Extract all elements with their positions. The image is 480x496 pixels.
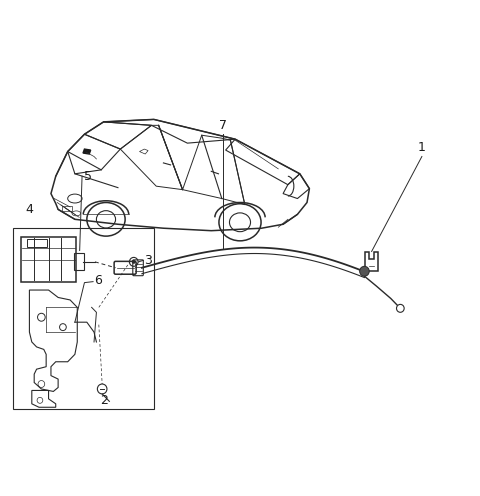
Circle shape (132, 260, 136, 264)
Polygon shape (83, 149, 91, 154)
Text: 4: 4 (25, 203, 34, 216)
Text: 5: 5 (84, 170, 93, 183)
Text: 1: 1 (418, 141, 426, 154)
Text: 7: 7 (219, 119, 227, 132)
Text: 6: 6 (94, 274, 102, 287)
Circle shape (360, 266, 369, 276)
Text: 2: 2 (100, 394, 108, 407)
Text: 3: 3 (144, 254, 152, 267)
